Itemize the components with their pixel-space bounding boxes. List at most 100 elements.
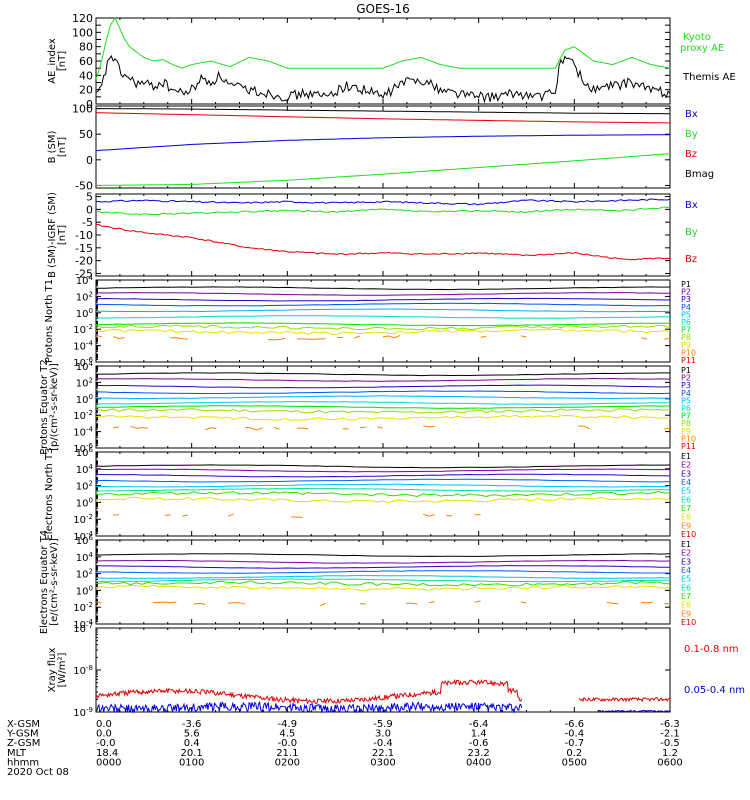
legend-label: E5: [681, 487, 691, 496]
legend-label: P11: [681, 442, 696, 451]
channel-line: [130, 425, 148, 429]
y-axis-label: [W/m²]: [57, 652, 68, 687]
channel-line: [95, 553, 671, 557]
panel-pt2: 104 102 100 10-2 10-4 10-6 Protons Equator T2[…: [39, 359, 696, 455]
x-row-value: 0300: [370, 757, 395, 768]
legend-label: Bz: [685, 149, 697, 160]
series-line: [95, 134, 670, 152]
x-row-value: 0200: [275, 757, 300, 768]
x-row-value: 5.6: [184, 729, 200, 740]
y-tick-label: 100: [76, 584, 93, 597]
y-tick-label: 10-2: [73, 409, 93, 422]
y-tick-label: 100: [76, 496, 93, 509]
x-row-value: -0.5: [660, 738, 680, 749]
x-row-value: 21.1: [276, 748, 298, 759]
channel-line: [664, 602, 671, 605]
legend-label: P4: [681, 303, 691, 312]
panel-et3: 106 104 102 100 10-2 10-4 Electrons North T3 E1…: [44, 446, 696, 543]
channel-line: [268, 337, 286, 341]
channel-line: [95, 570, 670, 574]
legend-label: E5: [681, 575, 691, 584]
y-tick-label: -50: [75, 179, 93, 192]
legend-label: 0.1-0.8 nm: [684, 644, 739, 655]
channel-line: [227, 513, 234, 517]
legend-label: 0.05-0.4 nm: [684, 685, 745, 696]
legend-label: P6: [681, 318, 691, 327]
y-tick-label: 10-4: [73, 618, 93, 631]
x-row-value: 22.1: [372, 748, 394, 759]
channel-line: [382, 334, 401, 339]
legend-label: P7: [681, 412, 691, 421]
channel-line: [95, 578, 671, 583]
legend-label: Bz: [685, 254, 697, 265]
channel-line: [95, 390, 671, 395]
channel-line: [96, 483, 671, 488]
legend-label: E8: [681, 601, 691, 610]
x-row-value: -6.3: [660, 719, 680, 730]
channel-line: [96, 400, 671, 405]
y-tick-label: -25: [75, 267, 93, 280]
channel-line: [520, 335, 527, 338]
x-row-value: -0.4: [565, 729, 585, 740]
channel-line: [204, 427, 217, 431]
x-row-value: -3.6: [182, 719, 202, 730]
y-tick-label: 10-4: [73, 426, 93, 439]
x-row-value: -6.4: [469, 719, 489, 730]
legend-label: E1: [681, 452, 691, 461]
channel-line: [95, 473, 671, 478]
channel-line: [664, 338, 671, 340]
y-tick-label: 100: [72, 103, 93, 116]
channel-line: [520, 601, 527, 604]
x-row-label: Z-GSM: [7, 738, 40, 749]
x-row-label: hhmm: [7, 757, 39, 768]
legend-label: E3: [681, 469, 691, 478]
x-row-value: -0.4: [373, 738, 393, 749]
channel-line: [423, 513, 435, 517]
panel-xray: 10-7 10-8 10-9 Xray flux [W/m²] 0.1-0.8 nm 0.0…: [47, 622, 745, 719]
panel-bigrf: -25-20-15-10-505 B (SM)-IGRF (SM) [nT] Bx By…: [47, 191, 698, 281]
y-tick-label: 10-2: [73, 513, 93, 526]
x-row-label: X-GSM: [7, 719, 40, 730]
legend-label: P11: [681, 356, 696, 365]
channel-line: [113, 426, 120, 429]
channel-line: [95, 408, 671, 414]
channel-line: [578, 425, 590, 430]
x-row-value: 3.0: [375, 729, 391, 740]
legend-label: E9: [681, 609, 691, 618]
legend-label: P8: [681, 419, 691, 428]
channel-line: [95, 372, 670, 377]
y-tick-label: 104: [76, 274, 94, 287]
date-label: 2020 Oct 08: [7, 767, 69, 778]
channel-line: [95, 302, 670, 307]
y-tick-label: 102: [76, 568, 93, 581]
x-row-value: 0500: [562, 757, 587, 768]
series-line: [95, 700, 523, 714]
legend-label: P6: [681, 404, 691, 413]
y-tick-label: 0: [86, 154, 93, 167]
y-axis-label: B (SM): [47, 130, 58, 163]
y-tick-label: 100: [76, 307, 93, 320]
y-axis-label: Electrons North T3: [44, 447, 55, 540]
legend-label: E1: [681, 540, 691, 549]
y-tick-label: 104: [76, 551, 94, 564]
channel-line: [96, 490, 671, 498]
legend-label: P8: [681, 333, 691, 342]
legend-label: P1: [681, 280, 691, 289]
plot-frame: [95, 193, 671, 277]
channel-line: [423, 425, 435, 428]
plot-frame: [95, 539, 671, 625]
legend-label: By: [685, 129, 698, 140]
x-row-value: 0.4: [184, 738, 200, 749]
y-tick-label: 10-2: [73, 601, 93, 614]
y-tick-label: 5: [86, 191, 93, 204]
y-tick-label: -5: [82, 216, 93, 229]
y-tick-label: 80: [79, 41, 93, 54]
channel-line: [95, 286, 671, 291]
y-axis-label: [e/(cm²-s-sr-keV)]: [49, 538, 60, 626]
x-row-label: MLT: [7, 748, 27, 759]
y-tick-label: 106: [76, 534, 94, 547]
y-tick-label: -10: [75, 229, 93, 242]
channel-line: [95, 414, 671, 421]
y-tick-label: 50: [79, 128, 93, 141]
legend-label: P1: [681, 366, 691, 375]
